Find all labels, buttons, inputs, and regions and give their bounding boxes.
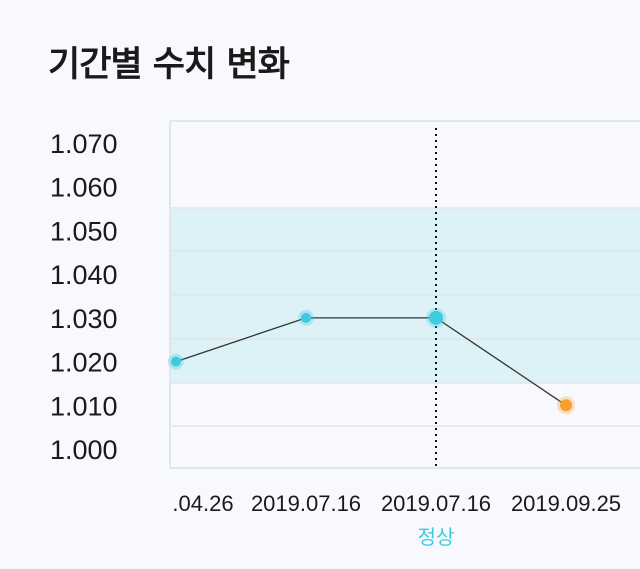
y-tick-label: 1.030 [50, 304, 118, 334]
x-tick-label: 2019.07.16 [381, 491, 491, 516]
x-tick-label: 2019.07.16 [251, 491, 361, 516]
x-tick-label: 2019.09.25 [511, 491, 621, 516]
normal-range-band [170, 208, 640, 384]
y-tick-label: 1.020 [50, 348, 118, 378]
page-title: 기간별 수치 변화 [48, 45, 290, 85]
y-tick-label: 1.060 [50, 173, 118, 203]
data-point[interactable] [429, 310, 443, 325]
data-point[interactable] [171, 356, 181, 367]
y-tick-label: 1.010 [50, 391, 118, 421]
data-point[interactable] [301, 312, 311, 323]
series-line [175, 317, 567, 406]
x-tick-label: .04.26 [172, 491, 233, 516]
data-point[interactable] [560, 399, 572, 412]
y-tick-label: 1.040 [50, 260, 118, 290]
y-tick-label: 1.050 [50, 216, 118, 246]
y-tick-label: 1.070 [50, 129, 118, 159]
selected-status-label: 정상 [418, 525, 455, 549]
y-tick-label: 1.000 [50, 435, 118, 465]
